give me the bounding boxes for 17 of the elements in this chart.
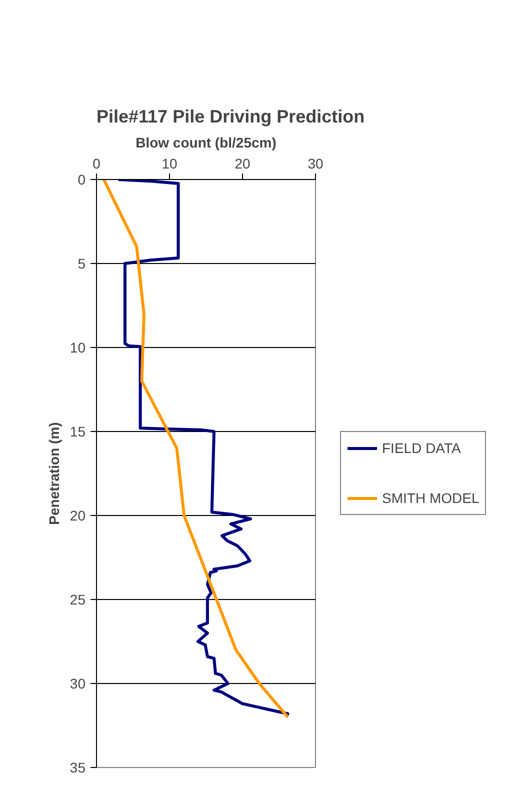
y-tick-label: 0 — [78, 172, 86, 188]
legend-label: FIELD DATA — [382, 440, 461, 456]
y-tick-label: 15 — [70, 424, 86, 440]
x-tick-label: 0 — [92, 156, 101, 172]
y-tick-label: 20 — [70, 508, 86, 524]
y-tick-label: 35 — [70, 760, 86, 776]
chart-title: Pile#117 Pile Driving Prediction — [96, 106, 365, 126]
y-tick-label: 25 — [70, 592, 86, 608]
x-axis-title: Blow count (bl/25cm) — [136, 134, 276, 150]
legend-label: SMITH MODEL — [382, 490, 480, 506]
y-tick-label: 10 — [70, 340, 86, 356]
y-tick-label: 5 — [78, 256, 86, 272]
y-tick-label: 30 — [70, 676, 86, 692]
y-axis-title: Penetration (m) — [46, 422, 62, 525]
x-tick-label: 30 — [308, 156, 324, 172]
x-tick-label: 10 — [162, 156, 178, 172]
x-tick-label: 20 — [234, 156, 250, 172]
